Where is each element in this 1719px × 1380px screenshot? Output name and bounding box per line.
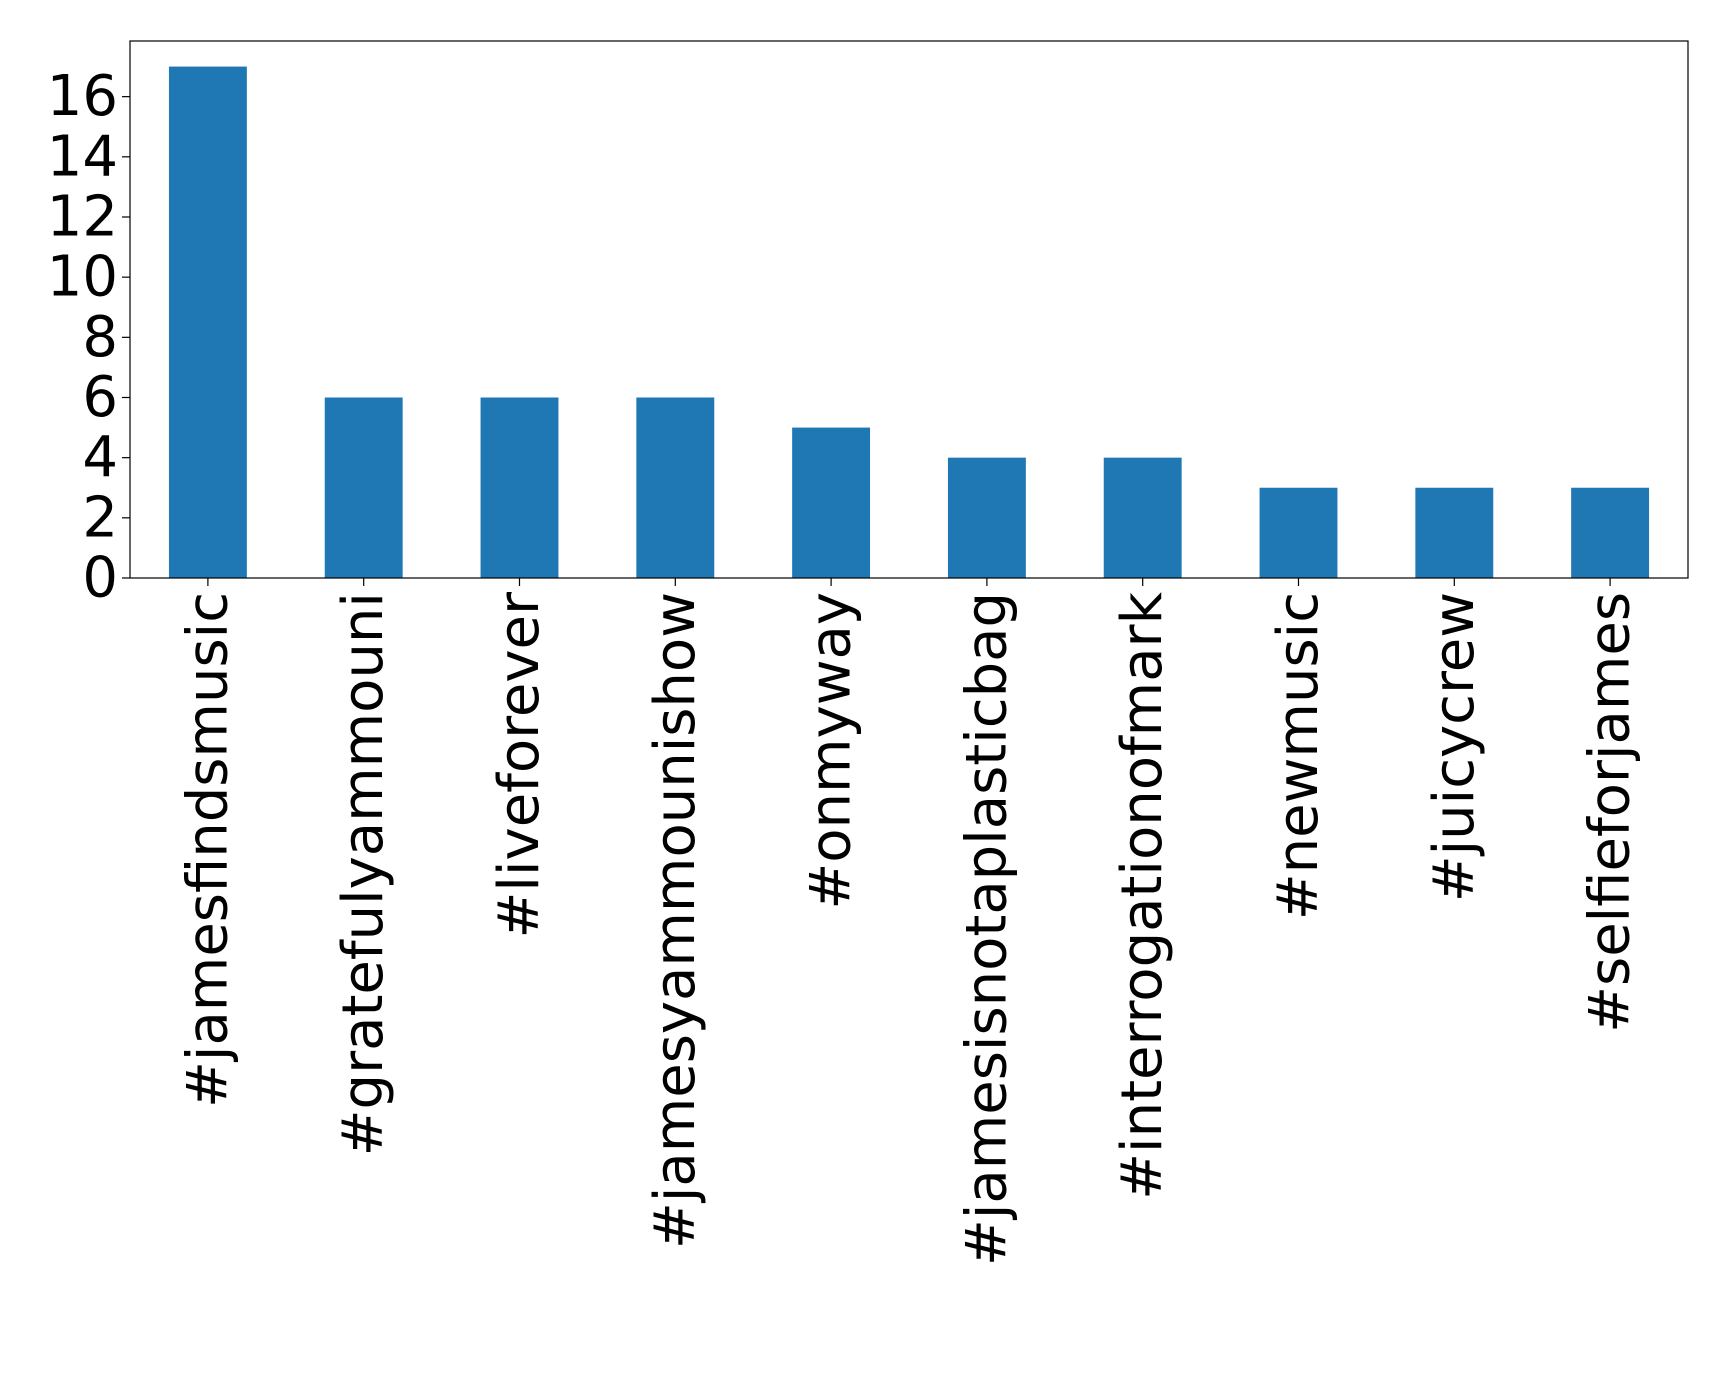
bar xyxy=(947,457,1026,578)
bar xyxy=(1571,487,1650,578)
y-tick-label: 16 xyxy=(47,64,118,129)
x-tick-label: #interrogationofmark xyxy=(1110,591,1175,1199)
x-tick-label: #jamesyammounishow xyxy=(643,592,708,1249)
plot-frame xyxy=(129,40,1689,579)
bar xyxy=(792,427,871,578)
bar xyxy=(480,397,559,578)
y-tick-label: 0 xyxy=(82,546,118,611)
x-tick-label: #juicycrew xyxy=(1422,592,1487,902)
y-tick-label: 4 xyxy=(82,425,118,490)
x-tick-label: #liveforever xyxy=(487,591,552,938)
y-tick-label: 6 xyxy=(82,365,118,430)
bar xyxy=(168,66,247,579)
x-tick-label: #newmusic xyxy=(1266,592,1331,920)
y-tick-label: 10 xyxy=(47,245,118,310)
y-tick-label: 8 xyxy=(82,305,118,370)
x-tick-label: #jamesfindsmusic xyxy=(175,592,240,1108)
y-tick-label: 2 xyxy=(82,485,118,550)
x-tick-label: #selfieforjames xyxy=(1578,592,1643,1033)
bar xyxy=(1259,487,1338,578)
bar xyxy=(636,397,715,578)
x-tick-label: #onmyway xyxy=(799,592,864,910)
x-tick-label: #gratefulyammouni xyxy=(331,592,396,1156)
bar xyxy=(1415,487,1494,578)
x-tick-label: #jamesisnotaplasticbag xyxy=(954,592,1019,1266)
bar xyxy=(324,397,403,578)
y-tick-label: 14 xyxy=(47,124,118,189)
bar xyxy=(1103,457,1182,578)
y-tick-label: 12 xyxy=(47,184,118,249)
